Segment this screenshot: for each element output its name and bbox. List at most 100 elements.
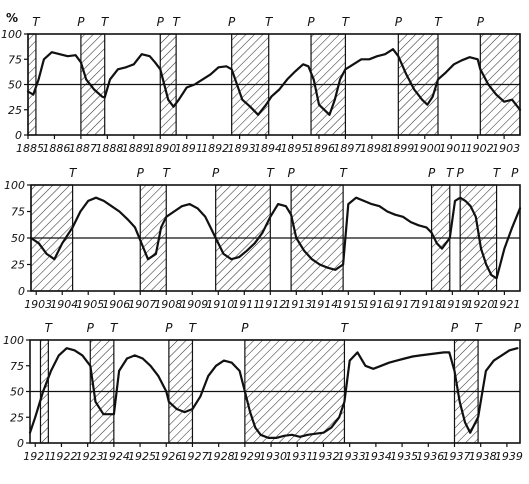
data-point xyxy=(79,210,82,213)
data-point xyxy=(269,216,272,218)
data-point xyxy=(360,58,363,61)
data-point xyxy=(519,207,521,210)
data-point xyxy=(109,78,111,81)
x-tick-label: 1933 xyxy=(338,450,366,463)
data-point xyxy=(458,401,461,403)
data-point xyxy=(58,354,60,357)
data-point xyxy=(431,95,434,98)
data-point xyxy=(278,88,281,91)
data-point xyxy=(167,98,169,101)
data-point xyxy=(299,436,301,438)
y-tick-label: 25 xyxy=(8,104,22,117)
data-point xyxy=(453,370,456,372)
chart-panels: 0255075100%18851886188718881889189018911… xyxy=(1,11,523,463)
data-point xyxy=(43,58,45,61)
data-point xyxy=(103,200,105,202)
x-tick-label: 1939 xyxy=(495,450,523,463)
data-point xyxy=(238,370,241,372)
data-point xyxy=(209,73,212,76)
data-point xyxy=(477,416,479,419)
data-point xyxy=(133,63,135,66)
data-point xyxy=(388,361,390,364)
data-point xyxy=(207,375,209,377)
data-point xyxy=(126,357,128,360)
data-point xyxy=(290,213,292,216)
data-point xyxy=(160,226,162,229)
data-point xyxy=(181,205,183,207)
data-point xyxy=(157,375,160,377)
x-tick-label: 1918 xyxy=(414,298,442,311)
data-point xyxy=(51,51,53,53)
x-tick-label: 1936 xyxy=(416,450,444,463)
x-tick-label: 1934 xyxy=(364,450,392,463)
data-point xyxy=(285,205,287,207)
data-point xyxy=(364,364,367,367)
x-tick-label: 1908 xyxy=(154,298,182,311)
x-tick-label: 1890 xyxy=(148,142,176,155)
data-point xyxy=(397,55,400,58)
data-point xyxy=(249,411,251,413)
data-point xyxy=(461,59,463,62)
turning-point-label: P xyxy=(457,166,465,180)
x-tick-label: 1929 xyxy=(233,450,261,463)
x-tick-label: 1925 xyxy=(128,450,156,463)
x-tick-label: 1926 xyxy=(154,450,182,463)
data-point xyxy=(294,70,296,73)
data-point xyxy=(71,226,74,229)
data-point xyxy=(312,78,315,81)
data-point xyxy=(380,364,382,367)
data-point xyxy=(103,96,106,99)
y-tick-label: 75 xyxy=(11,206,25,219)
y-tick-label: 0 xyxy=(15,129,22,142)
turning-point-label: T xyxy=(110,321,119,335)
data-point xyxy=(343,401,346,403)
data-point xyxy=(403,357,406,360)
turning-point-label: T xyxy=(101,15,110,29)
data-point xyxy=(409,221,412,223)
data-point xyxy=(318,263,321,266)
data-point xyxy=(80,61,82,64)
x-tick-label: 1897 xyxy=(333,142,361,155)
data-point xyxy=(193,83,196,86)
data-point xyxy=(303,249,305,252)
x-tick-label: 1901 xyxy=(439,142,467,155)
turning-point-label: T xyxy=(189,321,198,335)
data-point xyxy=(443,351,445,354)
data-point xyxy=(188,203,191,205)
data-point xyxy=(421,98,423,101)
x-tick-label: 1905 xyxy=(76,298,104,311)
x-tick-label: 1900 xyxy=(413,142,441,155)
data-point xyxy=(334,269,337,271)
data-point xyxy=(254,426,257,429)
data-point xyxy=(110,205,113,207)
data-point xyxy=(508,349,511,352)
data-point xyxy=(89,364,92,367)
x-tick-label: 1910 xyxy=(206,298,234,311)
data-point xyxy=(30,237,32,239)
y-tick-label: 0 xyxy=(18,285,25,298)
turning-point-label: P xyxy=(287,166,295,180)
data-point xyxy=(191,408,194,410)
data-point xyxy=(372,368,375,370)
data-point xyxy=(50,370,52,372)
x-tick-label: 1895 xyxy=(281,142,309,155)
data-point xyxy=(259,433,262,436)
chart-panel-3: 0255075100192119221923192419251926192719… xyxy=(3,321,523,463)
data-point xyxy=(302,63,304,66)
data-point xyxy=(286,78,289,81)
turning-point-label: P xyxy=(395,15,403,29)
data-point xyxy=(503,100,505,103)
turning-point-label: P xyxy=(307,15,315,29)
data-point xyxy=(261,231,264,234)
data-point xyxy=(430,231,433,234)
data-point xyxy=(168,401,170,403)
data-point xyxy=(214,237,217,239)
data-point xyxy=(516,347,519,350)
turning-point-label: P xyxy=(514,321,522,335)
y-tick-label: 50 xyxy=(11,232,25,245)
data-point xyxy=(74,54,77,57)
data-point xyxy=(118,370,120,372)
data-point xyxy=(147,258,149,261)
x-tick-label: 1906 xyxy=(102,298,130,311)
data-point xyxy=(223,359,225,362)
